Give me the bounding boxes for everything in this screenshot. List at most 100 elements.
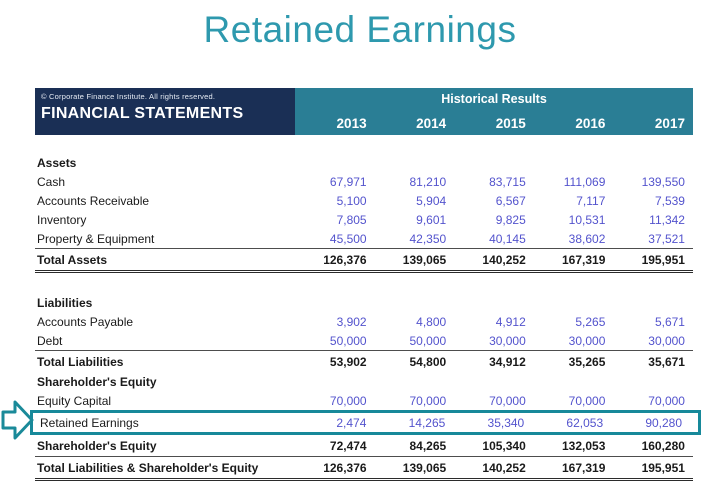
row-value-2015: 4,912 <box>495 314 526 329</box>
row-value-2013: 126,376 <box>323 460 367 475</box>
table-row-liabilities: Liabilities <box>35 293 693 312</box>
row-value-2016: 167,319 <box>561 460 606 475</box>
row-value-2016: 35,265 <box>568 354 606 369</box>
row-label: Liabilities <box>37 295 93 310</box>
row-value-2015: 6,567 <box>495 193 526 208</box>
table-row-shareholder-s-equity: Shareholder's Equity 72,474 84,265 105,340 1… <box>35 435 693 457</box>
row-value-2015: 70,000 <box>489 393 526 408</box>
row-label: Inventory <box>37 212 87 227</box>
table-row-assets: Assets <box>35 153 693 172</box>
row-value-2014: 5,904 <box>416 193 447 208</box>
row-value-2015: 105,340 <box>482 438 526 453</box>
row-label: Shareholder's Equity <box>37 438 157 453</box>
row-value-2015: 30,000 <box>489 333 526 348</box>
row-value-2015: 140,252 <box>482 460 526 475</box>
row-value-2013: 70,000 <box>329 393 367 408</box>
row-value-2015: 40,145 <box>489 231 526 246</box>
historical-results-header-area: Historical Results 2013 2014 2015 2016 2017 <box>295 88 693 135</box>
row-value-2015: 9,825 <box>495 212 526 227</box>
table-row-total-liabilities-shareholder-s-equity: Total Liabilities & Shareholder's Equity… <box>35 457 693 481</box>
row-label: Accounts Payable <box>37 314 134 329</box>
row-value-2013: 50,000 <box>329 333 367 348</box>
row-value-2013: 3,902 <box>336 314 367 329</box>
page-title: Retained Earnings <box>203 9 517 50</box>
table-row-retained-earnings: Retained Earnings 2,474 14,265 35,340 62,053… <box>30 410 701 435</box>
row-value-2017: 90,280 <box>645 415 683 430</box>
table-row-cash: Cash 67,971 81,210 83,715 111,069 139,550 <box>35 172 693 191</box>
row-value-2017: 37,521 <box>648 231 685 246</box>
table-row-accounts-payable: Accounts Payable 3,902 4,800 4,912 5,265 5,67… <box>35 312 693 331</box>
row-value-2016: 70,000 <box>568 393 606 408</box>
financial-statements-table: © Corporate Finance Institute. All right… <box>30 88 701 481</box>
row-value-2017: 139,550 <box>641 174 685 189</box>
row-value-2015: 34,912 <box>489 354 526 369</box>
row-value-2014: 14,265 <box>408 415 446 430</box>
row-value-2013: 7,805 <box>336 212 367 227</box>
table-body: Assets Cash 67,971 81,210 83,715 111,069 139,5… <box>30 153 701 481</box>
copyright-text: © Corporate Finance Institute. All right… <box>41 92 216 101</box>
row-value-2017: 7,539 <box>654 193 685 208</box>
row-value-2013: 72,474 <box>329 438 367 453</box>
row-value-2013: 5,100 <box>336 193 367 208</box>
table-row-total-liabilities: Total Liabilities 53,902 54,800 34,912 35,26… <box>35 351 693 372</box>
row-label: Debt <box>37 333 63 348</box>
row-value-2015: 83,715 <box>489 174 526 189</box>
row-value-2013: 45,500 <box>329 231 367 246</box>
row-value-2015: 35,340 <box>487 415 525 430</box>
row-value-2017: 70,000 <box>648 393 685 408</box>
row-value-2014: 9,601 <box>416 212 447 227</box>
row-value-2017: 30,000 <box>648 333 685 348</box>
row-label: Total Liabilities & Shareholder's Equity <box>37 460 259 475</box>
row-value-2014: 70,000 <box>409 393 447 408</box>
table-row-property-equipment: Property & Equipment 45,500 42,350 40,145 38… <box>35 229 693 249</box>
row-value-2014: 139,065 <box>402 460 447 475</box>
row-value-2017: 195,951 <box>641 252 685 267</box>
row-spacer <box>35 273 693 293</box>
row-value-2016: 5,265 <box>575 314 606 329</box>
row-value-2014: 50,000 <box>409 333 447 348</box>
year-column-header: 2015 <box>495 116 526 131</box>
row-value-2017: 195,951 <box>641 460 685 475</box>
row-value-2017: 35,671 <box>648 354 685 369</box>
row-value-2014: 4,800 <box>416 314 447 329</box>
table-row-inventory: Inventory 7,805 9,601 9,825 10,531 11,342 <box>35 210 693 229</box>
year-column-header: 2017 <box>654 116 685 131</box>
row-value-2015: 140,252 <box>482 252 526 267</box>
table-row-accounts-receivable: Accounts Receivable 5,100 5,904 6,567 7,117 7… <box>35 191 693 210</box>
historical-results-label: Historical Results <box>441 92 547 106</box>
year-column-header: 2013 <box>336 116 367 131</box>
pointer-arrow-icon <box>1 400 34 440</box>
row-value-2014: 81,210 <box>409 174 447 189</box>
table-row-equity-capital: Equity Capital 70,000 70,000 70,000 70,000 70… <box>35 391 693 410</box>
row-value-2017: 160,280 <box>641 438 685 453</box>
row-label: Accounts Receivable <box>37 193 150 208</box>
financial-statements-label: FINANCIAL STATEMENTS <box>41 105 244 122</box>
row-value-2013: 67,971 <box>329 174 367 189</box>
year-column-header: 2016 <box>575 116 606 131</box>
year-columns-row: 2013 2014 2015 2016 2017 <box>295 106 693 135</box>
row-value-2013: 53,902 <box>329 354 367 369</box>
row-value-2016: 167,319 <box>561 252 606 267</box>
row-label: Shareholder's Equity <box>37 374 157 389</box>
row-value-2013: 126,376 <box>323 252 367 267</box>
table-row-total-assets: Total Assets 126,376 139,065 140,252 167,319… <box>35 249 693 273</box>
row-value-2013: 2,474 <box>336 415 367 430</box>
table-row-debt: Debt 50,000 50,000 30,000 30,000 30,000 <box>35 331 693 351</box>
row-label: Equity Capital <box>37 393 112 408</box>
row-label: Retained Earnings <box>40 415 139 430</box>
row-value-2014: 54,800 <box>409 354 447 369</box>
row-value-2014: 42,350 <box>409 231 447 246</box>
row-label: Assets <box>37 155 77 170</box>
row-label: Property & Equipment <box>37 231 155 246</box>
row-value-2016: 62,053 <box>566 415 604 430</box>
row-value-2016: 10,531 <box>568 212 606 227</box>
row-value-2016: 132,053 <box>561 438 606 453</box>
table-corner-header: © Corporate Finance Institute. All right… <box>35 88 295 135</box>
table-row-shareholder-s-equity: Shareholder's Equity <box>35 372 693 391</box>
row-value-2016: 111,069 <box>563 174 606 189</box>
row-value-2017: 5,671 <box>654 314 685 329</box>
year-column-header: 2014 <box>416 116 447 131</box>
row-value-2017: 11,342 <box>649 212 685 227</box>
row-label: Total Liabilities <box>37 354 124 369</box>
